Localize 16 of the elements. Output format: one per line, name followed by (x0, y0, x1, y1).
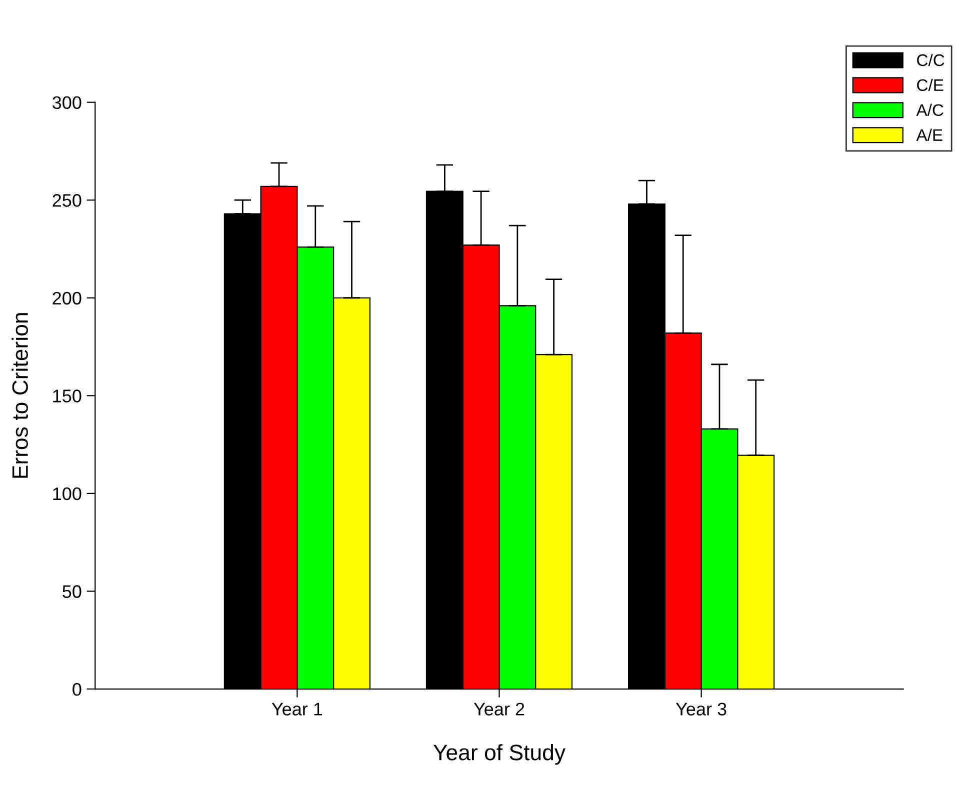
y-tick-label: 250 (52, 194, 82, 207)
x-tick-label: Year 3 (676, 702, 726, 716)
y-axis-title: Erros to Criterion (12, 313, 28, 478)
y-tick-label: 150 (53, 390, 82, 402)
legend-label: C/C (917, 54, 944, 66)
y-tick-label: 200 (52, 292, 82, 305)
x-tick-label: Year 2 (474, 702, 524, 716)
y-tick-label: 100 (53, 487, 82, 500)
x-tick-label: Year 1 (272, 702, 322, 716)
y-tick-label: 300 (52, 96, 82, 110)
y-tick-label: 0 (72, 682, 82, 696)
legend-label: A/E (916, 128, 942, 141)
x-axis-title: Year of Study (433, 744, 566, 765)
legend-label: A/C (916, 104, 944, 116)
legend-label: C/E (917, 78, 944, 92)
y-tick-label: 50 (62, 585, 82, 598)
